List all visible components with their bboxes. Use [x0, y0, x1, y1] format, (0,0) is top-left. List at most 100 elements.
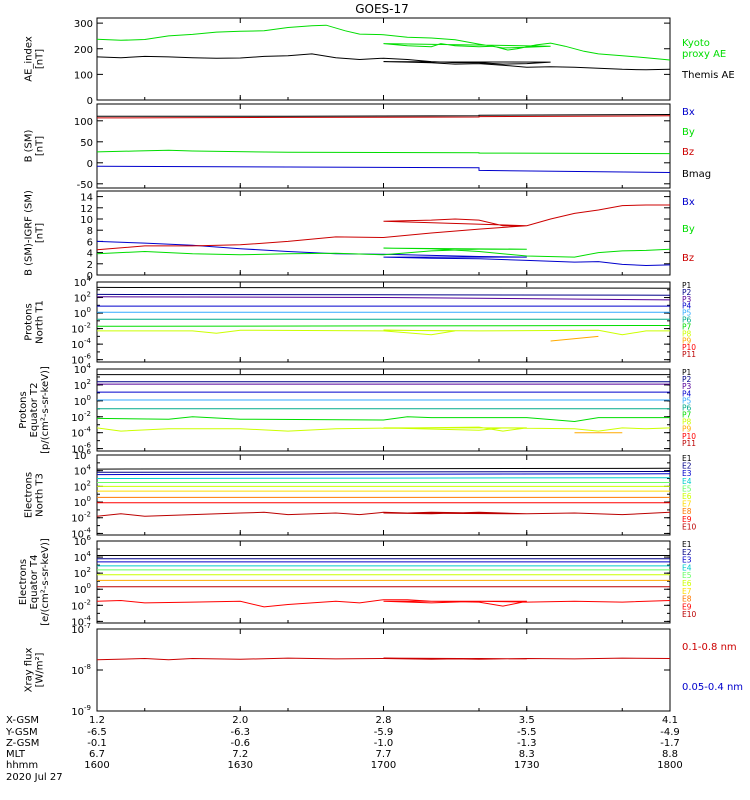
y-tick-base: 10	[71, 429, 84, 440]
series-line-p7	[96, 416, 670, 423]
series-line-p1	[96, 286, 671, 289]
y-axis-label: ElectronsEquator T4[e/(cm²-s-sr-keV)]	[18, 538, 51, 626]
x-value-ygsm: -5.9	[374, 727, 394, 738]
y-axis-label: ElectronsNorth T3	[24, 472, 46, 518]
series-line-by	[96, 247, 671, 258]
legend-entry: Bx	[682, 107, 695, 118]
series-line-e1	[96, 467, 671, 470]
panel-frame	[96, 17, 671, 101]
x-value-xgsm: 4.1	[662, 715, 678, 726]
series-line-by	[96, 149, 671, 155]
y-tick-base: 10	[74, 553, 87, 564]
y-tick-base: 10	[71, 413, 84, 424]
legend-entry: P8	[682, 329, 692, 338]
panel-frame	[96, 281, 671, 363]
y-tick-base: 10	[74, 451, 87, 462]
y-tick-exp: -4	[84, 526, 92, 534]
y-tick-label: 10-8	[71, 663, 91, 677]
y-tick-label: 10-2	[71, 511, 91, 525]
legend-entry: E2	[682, 462, 692, 471]
y-tick-label: 10-9	[71, 704, 91, 718]
y-axis-label: Xray flux[W/m²]	[24, 648, 46, 693]
plot-title: GOES-17	[355, 2, 409, 16]
x-value-zgsm: -0.6	[230, 738, 250, 749]
y-tick-exp: -2	[84, 322, 91, 330]
x-value-xgsm: 3.5	[519, 715, 535, 726]
legend-entry: Bz	[682, 253, 694, 264]
legend-entry: P5	[682, 396, 692, 405]
x-value-hhmm: 1730	[514, 760, 539, 771]
series-line-bz	[96, 115, 671, 119]
series-line-p8	[97, 329, 670, 336]
series-line-bmag	[97, 114, 671, 117]
y-tick-base: 10	[71, 529, 84, 540]
x-value-xgsm: 2.0	[232, 715, 248, 726]
y-tick-label: 8	[87, 226, 93, 237]
y-tick-exp: -2	[84, 511, 91, 519]
legend-entry: P5	[682, 309, 692, 318]
legend-entry: E3	[682, 469, 692, 478]
y-axis-label: B (SM)-IGRF (SM)[nT]	[24, 190, 46, 276]
x-value-mlt: 8.8	[662, 749, 678, 760]
series-line-e10	[96, 511, 671, 517]
series-line-e3	[96, 473, 671, 476]
y-tick-label: 10-4	[71, 337, 91, 351]
legend-entry: Themis AE	[681, 70, 735, 81]
series-line-p7	[96, 325, 671, 327]
y-tick-label: 0	[87, 159, 93, 170]
y-tick-label: 10-6	[71, 353, 91, 367]
y-tick-base: 10	[74, 397, 87, 408]
legend-entry: P3	[682, 382, 692, 391]
y-tick-label: 104	[74, 464, 92, 478]
y-tick-base: 10	[74, 498, 87, 509]
y-tick-label: 6	[87, 237, 93, 248]
legend-entry: P10	[682, 343, 696, 352]
legend-entry: E9	[682, 515, 692, 524]
y-tick-label: 106	[74, 534, 92, 548]
y-tick-label: 0	[87, 271, 93, 282]
y-tick-base: 10	[71, 666, 84, 677]
panel-frame	[96, 628, 671, 712]
y-tick-base: 10	[74, 537, 87, 548]
y-tick-base: 10	[71, 445, 84, 456]
y-axis-label: AE_index[nT]	[24, 36, 46, 82]
legend-entry: P6	[682, 403, 692, 412]
legend-entry: P10	[682, 432, 696, 441]
legend-entry: P2	[682, 288, 692, 297]
x-value-hhmm: 1700	[371, 760, 396, 771]
series-line-themis-ae	[96, 53, 671, 71]
x-value-mlt: 8.3	[519, 749, 535, 760]
y-tick-exp: 2	[87, 378, 91, 386]
legend-entry: E7	[682, 500, 692, 509]
y-tick-exp: -4	[84, 614, 92, 622]
legend-entry: E7	[682, 587, 692, 596]
y-tick-label: 100	[74, 117, 93, 128]
series-line-bx	[96, 165, 671, 173]
panel-frame	[96, 454, 671, 536]
series-line-e9	[96, 599, 671, 608]
x-value-xgsm: 2.8	[376, 715, 392, 726]
x-row-label: Z-GSM	[6, 738, 39, 749]
y-tick-exp: 2	[87, 291, 91, 299]
legend-entry: E2	[682, 548, 692, 557]
y-tick-label: 10-4	[71, 426, 91, 440]
y-tick-exp: 0	[87, 495, 91, 503]
x-value-mlt: 7.2	[232, 749, 248, 760]
y-tick-label: 100	[74, 495, 91, 509]
x-row-label: hhmm	[6, 760, 38, 771]
series-line-p3	[96, 296, 671, 301]
legend-entry: E6	[682, 579, 692, 588]
y-tick-label: 102	[74, 566, 91, 580]
legend-entry: E5	[682, 484, 692, 493]
y-tick-label: 10-4	[71, 614, 91, 628]
x-value-hhmm: 1800	[657, 760, 682, 771]
series-line-p9	[550, 335, 599, 342]
y-tick-label: 50	[80, 138, 93, 149]
legend-entry: Bmag	[682, 169, 711, 180]
legend-entry: Kyoto proxy AE	[682, 38, 726, 60]
series-line-kyoto-proxy-ae	[96, 24, 671, 61]
